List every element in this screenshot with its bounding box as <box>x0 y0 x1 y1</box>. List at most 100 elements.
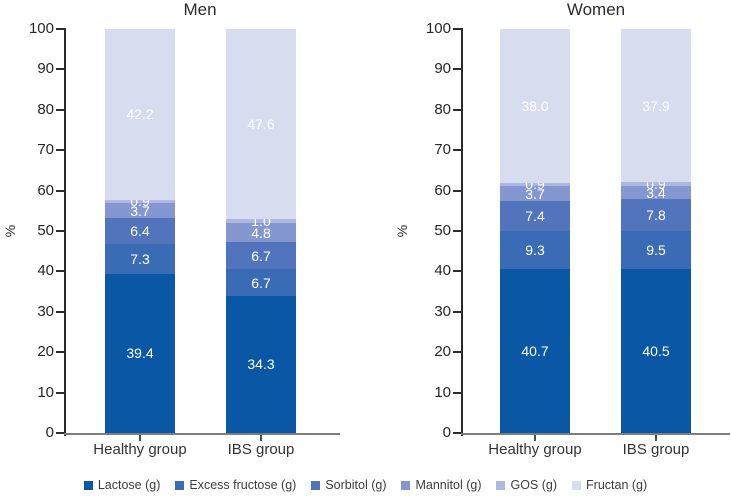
bar-segment-gos-g <box>500 182 570 187</box>
y-axis-tick <box>453 189 461 192</box>
legend-item-mannitol-g: Mannitol (g) <box>401 478 481 492</box>
y-tick-label: 10 <box>434 383 451 401</box>
y-tick-label: 40 <box>434 262 451 280</box>
segment-value-label: 4.8 <box>251 224 271 241</box>
segment-value-label: 42.2 <box>126 106 154 123</box>
legend-item-fructan-g: Fructan (g) <box>572 478 647 492</box>
y-axis-line <box>461 28 463 436</box>
segment-value-label: 47.6 <box>247 116 275 133</box>
y-tick-label: 100 <box>425 20 451 37</box>
segment-value-label: 3.7 <box>130 202 150 219</box>
chart-title: Men <box>183 0 217 19</box>
legend-item-lactose-g: Lactose (g) <box>83 478 161 492</box>
y-tick-label: 40 <box>37 262 54 280</box>
segment-value-label: 6.4 <box>130 223 150 240</box>
bar-segment-fructan-g <box>105 29 175 200</box>
legend-label: Excess fructose (g) <box>189 478 297 492</box>
legend-swatch-sorbitol-g <box>311 480 321 490</box>
bar-segment-sorbitol-g <box>226 242 296 270</box>
segment-value-label: 6.7 <box>251 247 271 264</box>
bar-segment-fructan-g <box>621 29 691 183</box>
y-axis-line <box>64 28 66 436</box>
legend-swatch-mannitol-g <box>401 480 411 490</box>
bar-segment-excess-fructose-g <box>105 244 175 274</box>
category-label-ibs-group: IBS group <box>227 441 295 458</box>
y-axis-tick <box>56 432 64 434</box>
bar-segment-lactose-g <box>500 268 570 433</box>
legend-label: Lactose (g) <box>97 478 161 492</box>
y-tick-label: 90 <box>434 60 451 78</box>
y-axis-tick <box>453 68 461 71</box>
segment-value-label: 7.4 <box>525 208 545 225</box>
y-tick-label: 70 <box>37 141 54 159</box>
y-axis-tick <box>56 28 64 30</box>
segment-value-label: 40.5 <box>642 343 670 360</box>
y-axis-tick <box>56 108 64 111</box>
bar-segment-mannitol-g <box>500 186 570 202</box>
x-axis-tick <box>655 435 657 441</box>
y-axis-tick <box>453 108 461 111</box>
bar-segment-excess-fructose-g <box>621 231 691 270</box>
legend-label: Fructan (g) <box>586 478 648 492</box>
legend-item-sorbitol-g: Sorbitol (g) <box>311 478 386 492</box>
segment-value-label: 3.7 <box>525 185 545 202</box>
category-label-healthy-group: Healthy group <box>488 441 582 458</box>
legend: Lactose (g) Excess fructose (g) Sorbitol (… <box>0 478 731 492</box>
y-axis-tick <box>453 310 461 313</box>
segment-value-label: 9.3 <box>525 241 545 258</box>
bar-segment-lactose-g <box>105 273 175 433</box>
segment-value-label: 40.7 <box>521 342 549 359</box>
x-axis-line <box>64 433 340 435</box>
y-axis-tick <box>56 230 64 232</box>
y-tick-label: 80 <box>37 100 54 118</box>
legend-label: Mannitol (g) <box>415 478 482 492</box>
legend-swatch-lactose-g <box>83 480 93 490</box>
segment-value-label: 6.7 <box>251 274 271 291</box>
segment-value-label: 37.9 <box>642 97 670 114</box>
segment-value-label: 9.5 <box>646 242 666 259</box>
y-axis-tick <box>56 351 64 354</box>
y-tick-label: 30 <box>434 302 451 320</box>
bar-segment-fructan-g <box>500 29 570 183</box>
legend-label: GOS (g) <box>510 478 558 492</box>
legend-swatch-fructan-g <box>572 480 582 490</box>
y-axis-tick <box>56 310 64 313</box>
y-tick-label: 60 <box>434 181 451 199</box>
y-axis-tick <box>453 391 461 394</box>
y-axis-label: % <box>394 224 410 238</box>
segment-value-label: 38.0 <box>521 97 549 114</box>
segment-value-label: 34.3 <box>247 356 275 373</box>
y-axis-tick <box>453 149 461 152</box>
segment-value-label: 7.8 <box>646 207 666 224</box>
legend-swatch-excess-fructose-g <box>175 480 185 490</box>
y-axis-tick <box>56 391 64 394</box>
bar-segment-excess-fructose-g <box>500 231 570 269</box>
bar-segment-sorbitol-g <box>621 199 691 231</box>
bar-segment-gos-g <box>226 219 296 224</box>
y-axis-tick <box>453 28 461 30</box>
legend-item-excess-fructose-g: Excess fructose (g) <box>175 478 296 492</box>
chart-title: Women <box>566 0 626 19</box>
category-label-ibs-group: IBS group <box>622 441 690 458</box>
bar-segment-sorbitol-g <box>105 218 175 245</box>
y-tick-label: 10 <box>37 383 54 401</box>
bar-segment-fructan-g <box>226 29 296 220</box>
x-axis-tick <box>534 435 536 441</box>
y-tick-label: 90 <box>37 60 54 78</box>
legend-label: Sorbitol (g) <box>325 478 387 492</box>
legend-item-gos-g: GOS (g) <box>496 478 557 492</box>
bar-segment-lactose-g <box>621 269 691 433</box>
y-tick-label: 70 <box>434 141 451 159</box>
y-axis-tick <box>56 149 64 152</box>
y-tick-label: 20 <box>37 343 54 361</box>
y-tick-label: 30 <box>37 302 54 320</box>
x-axis-line <box>461 433 730 435</box>
y-tick-label: 60 <box>37 181 54 199</box>
y-axis-tick <box>56 270 64 273</box>
segment-value-label: 39.4 <box>126 345 154 362</box>
y-axis-tick <box>56 189 64 192</box>
bar-segment-excess-fructose-g <box>226 269 296 296</box>
y-axis-tick <box>453 230 461 232</box>
legend-swatch-gos-g <box>496 480 506 490</box>
